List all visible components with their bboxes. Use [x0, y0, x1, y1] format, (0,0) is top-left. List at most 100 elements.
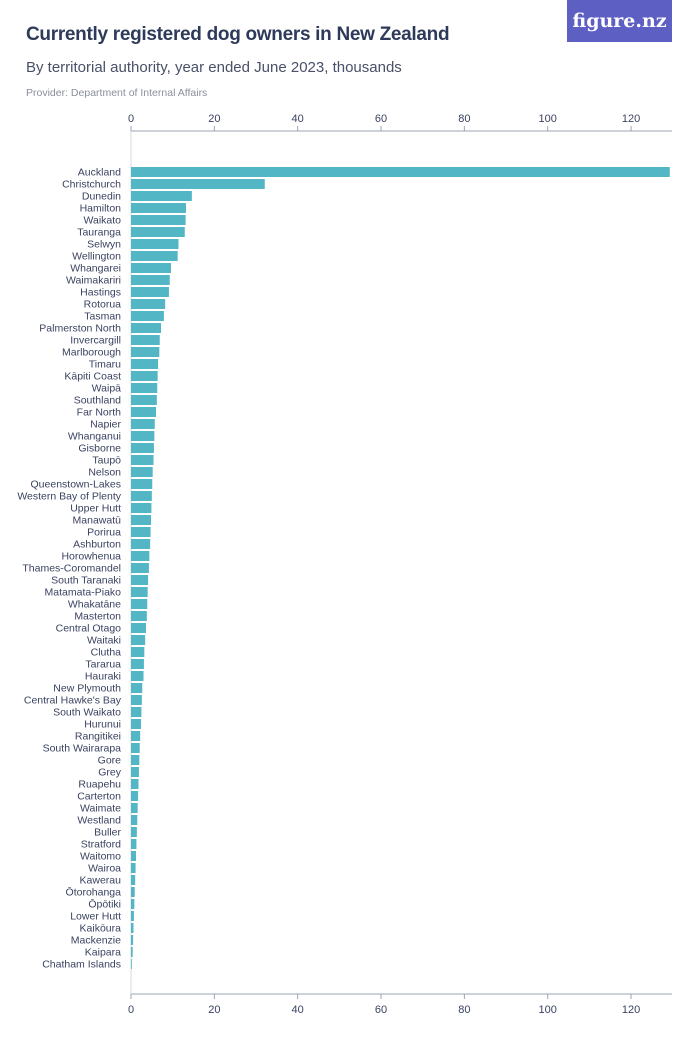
category-label: Taupō — [92, 455, 121, 467]
bar — [131, 791, 139, 801]
bar — [131, 815, 138, 825]
chart-title: Currently registered dog owners in New Z… — [26, 24, 450, 45]
x-tick-label-bottom: 0 — [128, 1004, 134, 1016]
category-label: Southland — [74, 395, 121, 407]
category-label: Timaru — [89, 359, 121, 371]
bar — [131, 731, 141, 741]
bar — [131, 455, 154, 465]
category-label: Waimakariri — [66, 275, 121, 287]
bar — [131, 767, 139, 777]
x-tick-label-top: 60 — [375, 113, 387, 125]
category-label: Whakatāne — [68, 599, 121, 611]
category-label: Masterton — [74, 611, 121, 623]
bar — [131, 323, 162, 333]
category-label: Christchurch — [62, 179, 121, 191]
bar — [131, 587, 148, 597]
category-label: Gore — [98, 755, 122, 767]
bar — [131, 503, 152, 513]
bar — [131, 515, 152, 525]
category-label: Waitomo — [80, 851, 121, 863]
bar — [131, 839, 137, 849]
bar — [131, 491, 152, 501]
category-label: Tararua — [85, 659, 121, 671]
category-label: Wellington — [72, 251, 121, 263]
bar — [131, 803, 138, 813]
bar — [131, 935, 134, 945]
category-label: South Taranaki — [51, 575, 121, 587]
category-label: Tauranga — [77, 227, 121, 239]
x-tick-label-top: 0 — [128, 113, 134, 125]
bar — [131, 707, 142, 717]
bar — [131, 695, 142, 705]
category-label: Invercargill — [70, 335, 121, 347]
category-label: Mackenzie — [71, 935, 121, 947]
bar — [131, 959, 132, 969]
bar — [131, 203, 187, 213]
x-tick-label-bottom: 80 — [458, 1004, 470, 1016]
category-label: Tasman — [84, 311, 121, 323]
bar — [131, 563, 149, 573]
x-tick-label-bottom: 120 — [622, 1004, 640, 1016]
bar — [131, 359, 159, 369]
category-label: Rotorua — [84, 299, 122, 311]
bar — [131, 167, 670, 177]
bar — [131, 875, 136, 885]
category-label: South Waikato — [53, 707, 121, 719]
x-tick-label-bottom: 20 — [208, 1004, 220, 1016]
bar — [131, 623, 147, 633]
category-label: Buller — [94, 827, 121, 839]
category-label: Clutha — [91, 647, 122, 659]
category-label: Ōpōtiki — [88, 899, 121, 911]
x-tick-label-bottom: 100 — [539, 1004, 557, 1016]
bar — [131, 539, 151, 549]
bar — [131, 371, 158, 381]
bar — [131, 263, 172, 273]
category-label: Palmerston North — [39, 323, 121, 335]
category-label: Auckland — [78, 167, 121, 179]
bar — [131, 191, 192, 201]
bar — [131, 671, 144, 681]
bar — [131, 335, 160, 345]
category-label: Rangitikei — [75, 731, 121, 743]
bar — [131, 467, 153, 477]
bar — [131, 527, 151, 537]
category-label: South Wairarapa — [43, 743, 122, 755]
category-label: Hamilton — [80, 203, 122, 215]
category-label: Whangarei — [70, 263, 121, 275]
category-label: Kaikōura — [80, 923, 122, 935]
bar — [131, 347, 160, 357]
category-label: Hastings — [80, 287, 121, 299]
data-provider: Provider: Department of Internal Affairs — [26, 87, 208, 99]
x-tick-label-top: 100 — [539, 113, 557, 125]
category-label: Marlborough — [62, 347, 121, 359]
category-label: Central Otago — [56, 623, 122, 635]
category-label: Porirua — [87, 527, 121, 539]
bar — [131, 551, 150, 561]
bar — [131, 887, 135, 897]
category-label: Nelson — [88, 467, 121, 479]
figure-nz-logo[interactable]: figure.nz — [567, 0, 672, 42]
category-label: Waipā — [92, 383, 122, 395]
bar — [131, 419, 155, 429]
bar — [131, 215, 186, 225]
bar — [131, 575, 149, 585]
bar — [131, 479, 153, 489]
category-label: Dunedin — [82, 191, 121, 203]
category-label: Horowhenua — [61, 551, 121, 563]
bar — [131, 239, 179, 249]
category-label: Stratford — [81, 839, 121, 851]
x-tick-label-top: 80 — [458, 113, 470, 125]
category-label: Napier — [90, 419, 121, 431]
category-label: Grey — [98, 767, 122, 779]
bar — [131, 275, 170, 285]
bar — [131, 899, 135, 909]
bar — [131, 647, 145, 657]
bar — [131, 911, 134, 921]
x-tick-label-bottom: 60 — [375, 1004, 387, 1016]
category-label: Ōtorohanga — [66, 887, 122, 899]
category-label: Central Hawke's Bay — [24, 695, 122, 707]
bar — [131, 407, 157, 417]
category-label: Manawatū — [73, 515, 122, 527]
bar — [131, 779, 139, 789]
